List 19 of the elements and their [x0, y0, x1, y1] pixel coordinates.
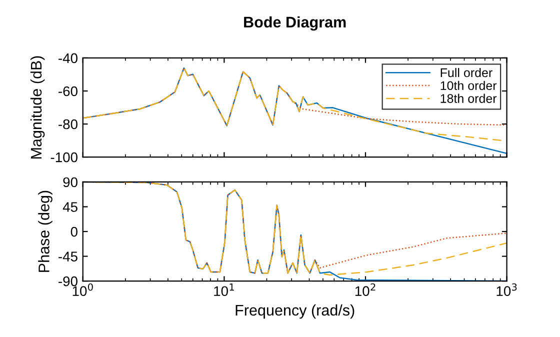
legend-label: 18th order: [440, 94, 497, 103]
y-tick-label: -60: [58, 86, 78, 96]
y-tick-label: 45: [62, 202, 78, 212]
y-tick-label: -80: [58, 119, 78, 130]
x-tick-label: 10$^{2}$: [355, 283, 376, 296]
y-tick-label: 0: [70, 226, 78, 237]
y-tick-label: 90: [63, 177, 78, 188]
y-tick-label: -100: [50, 152, 78, 162]
y-tick-label: -40: [58, 53, 78, 64]
x-tick-label: 10$^{3}$: [496, 283, 517, 296]
legend-label: Full order: [440, 68, 492, 78]
chart-title: Bode Diagram: [244, 16, 346, 31]
y-tick-label: -90: [58, 276, 78, 286]
y-axis-title: Phase (deg): [38, 190, 52, 272]
x-tick-label: 10$^{1}$: [214, 283, 234, 296]
y-tick-label: -45: [58, 252, 78, 262]
legend-label: 10th order: [440, 80, 497, 90]
x-axis-title: Frequency (rad/s): [236, 304, 354, 319]
y-axis-title: Magnitude (dB): [30, 56, 45, 158]
